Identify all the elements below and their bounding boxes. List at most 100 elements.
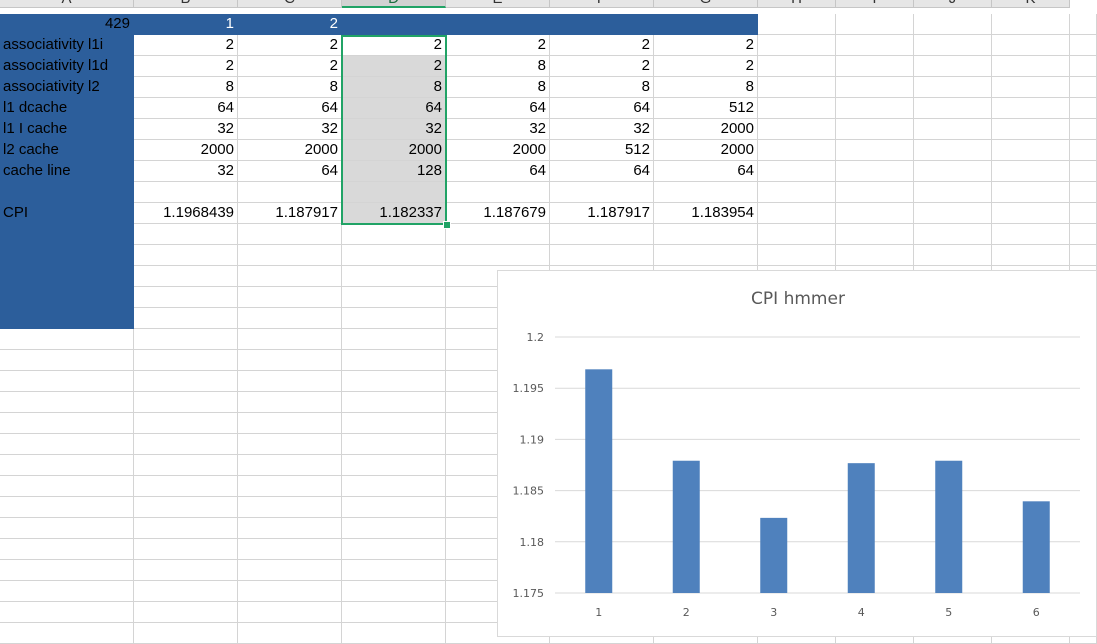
cell-a23[interactable] bbox=[0, 476, 134, 497]
cell-c15[interactable] bbox=[238, 308, 342, 329]
cell-c18[interactable] bbox=[238, 371, 342, 392]
cell-a21[interactable] bbox=[0, 434, 134, 455]
cell-c14[interactable] bbox=[238, 287, 342, 308]
cell-a27[interactable] bbox=[0, 560, 134, 581]
cell-b20[interactable] bbox=[134, 413, 238, 434]
cell-b30[interactable] bbox=[134, 623, 238, 644]
cell-i9[interactable] bbox=[836, 182, 914, 203]
column-header-k[interactable]: K bbox=[992, 0, 1070, 8]
cell-d25[interactable] bbox=[342, 518, 446, 539]
cell-b13[interactable] bbox=[134, 266, 238, 287]
cell-d12[interactable] bbox=[342, 245, 446, 266]
cell-b2[interactable]: 2 bbox=[134, 35, 238, 56]
cell-c1[interactable]: 2 bbox=[238, 14, 342, 35]
cell-b19[interactable] bbox=[134, 392, 238, 413]
cell-k2[interactable] bbox=[1070, 35, 1097, 56]
cell-d29[interactable] bbox=[342, 602, 446, 623]
cell-e11[interactable] bbox=[446, 224, 550, 245]
cell-e8[interactable]: 64 bbox=[446, 161, 550, 182]
column-header-i[interactable]: I bbox=[836, 0, 914, 8]
cell-a11[interactable] bbox=[0, 224, 134, 245]
cell-c5[interactable]: 64 bbox=[238, 98, 342, 119]
cell-b12[interactable] bbox=[134, 245, 238, 266]
cell-c4[interactable]: 8 bbox=[238, 77, 342, 98]
cell-c26[interactable] bbox=[238, 539, 342, 560]
cell-g1[interactable] bbox=[654, 14, 758, 35]
cell-a17[interactable] bbox=[0, 350, 134, 371]
cell-g9[interactable] bbox=[654, 182, 758, 203]
cell-k11[interactable] bbox=[992, 224, 1070, 245]
cell-i1[interactable] bbox=[836, 14, 914, 35]
cell-d8[interactable]: 128 bbox=[342, 161, 446, 182]
cell-g8[interactable]: 64 bbox=[654, 161, 758, 182]
cell-c11[interactable] bbox=[238, 224, 342, 245]
cell-a22[interactable] bbox=[0, 455, 134, 476]
cell-g5[interactable]: 512 bbox=[654, 98, 758, 119]
cell-c6[interactable]: 32 bbox=[238, 119, 342, 140]
cell-a24[interactable] bbox=[0, 497, 134, 518]
cell-f8[interactable]: 64 bbox=[550, 161, 654, 182]
cell-g3[interactable]: 2 bbox=[654, 56, 758, 77]
cell-k4[interactable] bbox=[1070, 77, 1097, 98]
cell-h11[interactable] bbox=[758, 224, 836, 245]
cell-b14[interactable] bbox=[134, 287, 238, 308]
cell-k1[interactable] bbox=[992, 14, 1070, 35]
cell-k7[interactable] bbox=[992, 140, 1070, 161]
cell-c2[interactable]: 2 bbox=[238, 35, 342, 56]
cell-d5[interactable]: 64 bbox=[342, 98, 446, 119]
column-header-c[interactable]: C bbox=[238, 0, 342, 8]
cell-b10[interactable]: 1.1968439 bbox=[134, 203, 238, 224]
cell-k2[interactable] bbox=[992, 35, 1070, 56]
cell-a12[interactable] bbox=[0, 245, 134, 266]
column-header-e[interactable]: E bbox=[446, 0, 550, 8]
cell-k12[interactable] bbox=[1070, 245, 1097, 266]
cell-b6[interactable]: 32 bbox=[134, 119, 238, 140]
cell-b9[interactable] bbox=[134, 182, 238, 203]
cell-d21[interactable] bbox=[342, 434, 446, 455]
cell-e12[interactable] bbox=[446, 245, 550, 266]
cell-d11[interactable] bbox=[342, 224, 446, 245]
cell-j10[interactable] bbox=[914, 203, 992, 224]
cell-a5[interactable]: l1 dcache bbox=[0, 98, 134, 119]
cell-a3[interactable]: associativity l1d bbox=[0, 56, 134, 77]
cell-i11[interactable] bbox=[836, 224, 914, 245]
column-header-h[interactable]: H bbox=[758, 0, 836, 8]
cell-j4[interactable] bbox=[914, 77, 992, 98]
cell-b4[interactable]: 8 bbox=[134, 77, 238, 98]
cell-c9[interactable] bbox=[238, 182, 342, 203]
cell-c17[interactable] bbox=[238, 350, 342, 371]
cell-c19[interactable] bbox=[238, 392, 342, 413]
cell-d10[interactable]: 1.182337 bbox=[342, 203, 446, 224]
cell-e4[interactable]: 8 bbox=[446, 77, 550, 98]
cell-f11[interactable] bbox=[550, 224, 654, 245]
cell-e7[interactable]: 2000 bbox=[446, 140, 550, 161]
cell-d14[interactable] bbox=[342, 287, 446, 308]
cell-j11[interactable] bbox=[914, 224, 992, 245]
cell-b22[interactable] bbox=[134, 455, 238, 476]
cell-k6[interactable] bbox=[992, 119, 1070, 140]
cell-c13[interactable] bbox=[238, 266, 342, 287]
cell-h4[interactable] bbox=[758, 77, 836, 98]
cell-k9[interactable] bbox=[992, 182, 1070, 203]
cell-a26[interactable] bbox=[0, 539, 134, 560]
cell-d17[interactable] bbox=[342, 350, 446, 371]
cell-c27[interactable] bbox=[238, 560, 342, 581]
cell-h9[interactable] bbox=[758, 182, 836, 203]
column-header-g[interactable]: G bbox=[654, 0, 758, 8]
cell-d19[interactable] bbox=[342, 392, 446, 413]
cell-b17[interactable] bbox=[134, 350, 238, 371]
column-header-j[interactable]: J bbox=[914, 0, 992, 8]
cell-c8[interactable]: 64 bbox=[238, 161, 342, 182]
cell-b29[interactable] bbox=[134, 602, 238, 623]
column-header-a[interactable]: A bbox=[0, 0, 134, 8]
cell-i4[interactable] bbox=[836, 77, 914, 98]
cell-f10[interactable]: 1.187917 bbox=[550, 203, 654, 224]
cell-i2[interactable] bbox=[836, 35, 914, 56]
cell-j1[interactable] bbox=[914, 14, 992, 35]
cell-d9[interactable] bbox=[342, 182, 446, 203]
cell-i3[interactable] bbox=[836, 56, 914, 77]
cell-k8[interactable] bbox=[992, 161, 1070, 182]
cell-j3[interactable] bbox=[914, 56, 992, 77]
cell-g10[interactable]: 1.183954 bbox=[654, 203, 758, 224]
cell-c24[interactable] bbox=[238, 497, 342, 518]
